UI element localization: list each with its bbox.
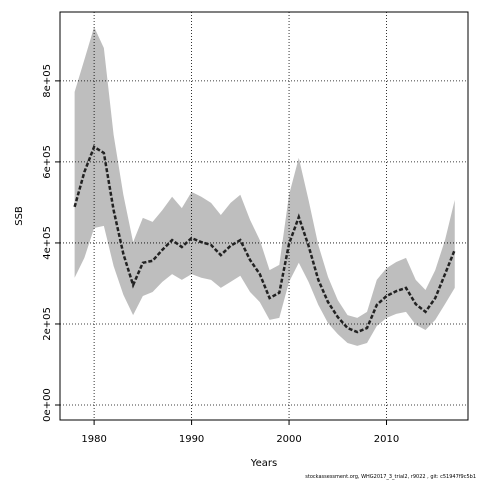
plot-frame: [59, 11, 469, 421]
x-tick-label: 1990: [179, 434, 204, 445]
y-tick-label: 0e+00: [42, 388, 53, 422]
y-tick-label: 2e+05: [42, 307, 53, 341]
x-tick-label: 2000: [276, 434, 301, 445]
y-tick-label: 8e+05: [42, 64, 53, 98]
ssb-line: [73, 145, 456, 334]
footnote: stockassessment.org, WHG2017_3_trial2, r…: [305, 474, 476, 480]
y-tick-label: 4e+05: [42, 226, 53, 260]
x-tick-label: 2010: [374, 434, 399, 445]
confidence-band: [74, 26, 455, 346]
y-axis-label: SSB: [14, 206, 25, 226]
y-tick-label: 6e+05: [42, 145, 53, 179]
x-tick-label: 1980: [81, 434, 106, 445]
x-axis-label: Years: [250, 458, 277, 469]
